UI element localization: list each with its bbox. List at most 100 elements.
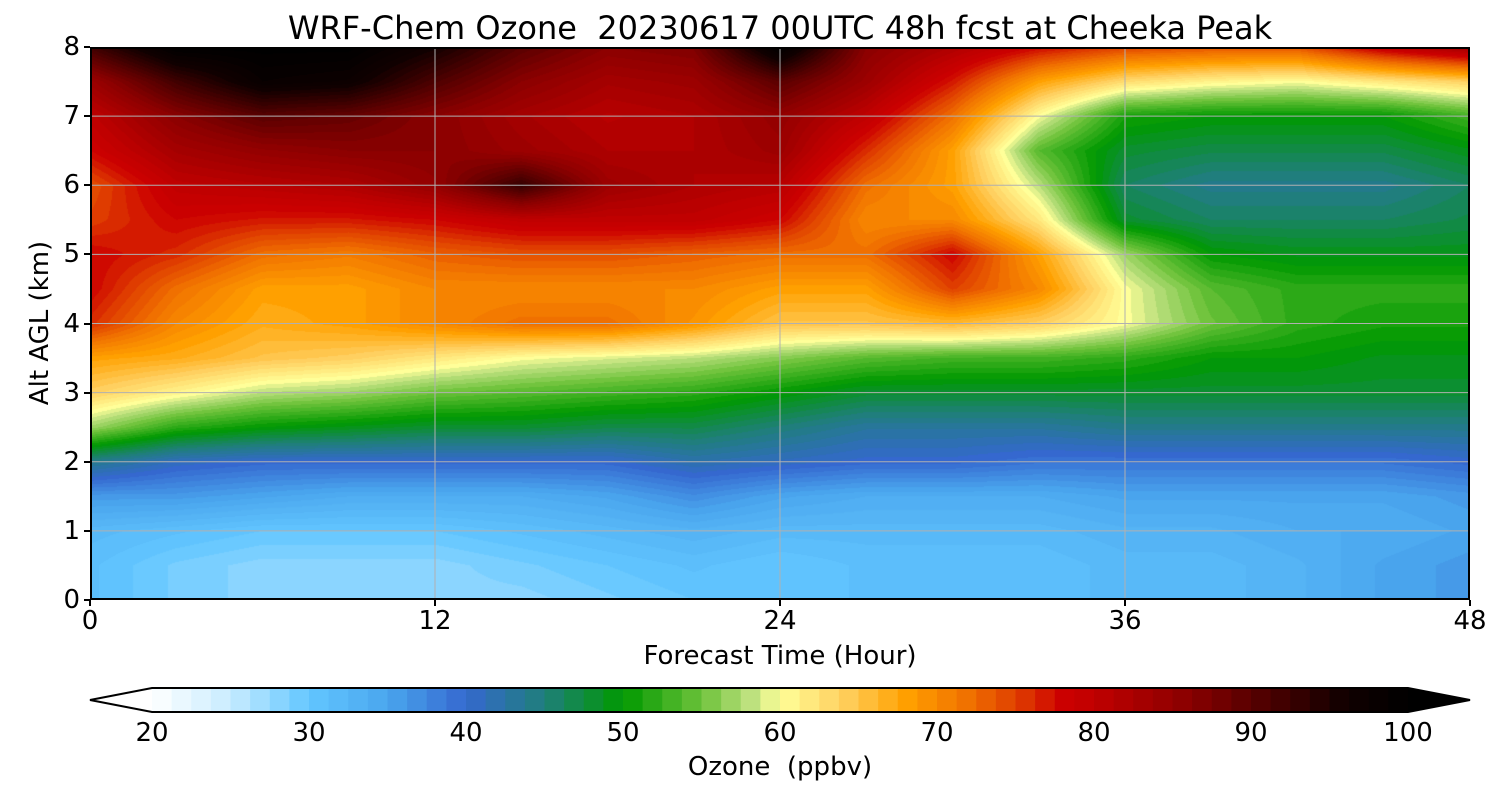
colorbar-segment bbox=[1035, 688, 1056, 712]
colorbar-segment bbox=[230, 688, 251, 712]
y-tick-mark bbox=[84, 599, 90, 601]
colorbar-segment bbox=[623, 688, 644, 712]
colorbar-segment bbox=[583, 688, 604, 712]
colorbar-segment bbox=[1309, 688, 1331, 712]
colorbar-segment bbox=[1368, 688, 1389, 712]
x-tick-label: 12 bbox=[418, 606, 452, 636]
colorbar-segment bbox=[1270, 688, 1291, 712]
y-tick-mark bbox=[84, 46, 90, 48]
colorbar-segment bbox=[603, 688, 624, 712]
colorbar-tick-label: 30 bbox=[292, 718, 326, 748]
colorbar-segment bbox=[1192, 688, 1213, 712]
colorbar-high-extend bbox=[1408, 688, 1470, 712]
colorbar-segment bbox=[721, 688, 742, 712]
colorbar-tick-label: 90 bbox=[1234, 718, 1268, 748]
colorbar-segment bbox=[250, 688, 271, 712]
colorbar-segment bbox=[1074, 688, 1095, 712]
x-tick-label: 48 bbox=[1453, 606, 1487, 636]
chart-title: WRF-Chem Ozone 20230617 00UTC 48h fcst a… bbox=[287, 9, 1273, 47]
colorbar-segment bbox=[524, 688, 546, 712]
y-tick-mark bbox=[84, 115, 90, 118]
colorbar-segment bbox=[937, 688, 958, 712]
x-tick-mark bbox=[1469, 600, 1471, 606]
colorbar-segment bbox=[1015, 688, 1036, 712]
colorbar-segment bbox=[446, 688, 467, 712]
colorbar-outline bbox=[89, 687, 1471, 713]
colorbar-segment bbox=[956, 688, 977, 712]
y-tick-label: 4 bbox=[63, 308, 80, 339]
colorbar-segment bbox=[1152, 688, 1174, 712]
x-tick-label: 0 bbox=[81, 606, 99, 636]
grid-lines bbox=[90, 47, 1470, 600]
colorbar-low-extend bbox=[90, 688, 152, 712]
colorbar-segment bbox=[1349, 688, 1370, 712]
y-tick-label: 2 bbox=[63, 446, 80, 477]
colorbar-segment bbox=[466, 688, 487, 712]
colorbar-segment bbox=[210, 688, 232, 712]
colorbar-tick-label: 80 bbox=[1077, 718, 1111, 748]
colorbar-tick-label: 60 bbox=[763, 718, 797, 748]
colorbar-tick-label: 70 bbox=[920, 718, 954, 748]
colorbar-segment bbox=[544, 688, 565, 712]
y-axis-label: Alt AGL (km) bbox=[25, 240, 55, 406]
x-axis-label: Forecast Time (Hour) bbox=[643, 641, 917, 671]
colorbar bbox=[89, 687, 1471, 713]
y-tick-mark bbox=[84, 391, 90, 394]
colorbar-segment bbox=[367, 688, 389, 712]
colorbar-label: Ozone (ppbv) bbox=[687, 752, 873, 782]
y-tick-mark bbox=[84, 253, 90, 256]
colorbar-segment bbox=[819, 688, 840, 712]
colorbar-segment bbox=[1113, 688, 1134, 712]
colorbar-segment bbox=[505, 688, 526, 712]
colorbar-segment bbox=[1329, 688, 1350, 712]
colorbar-segment bbox=[1251, 688, 1272, 712]
x-tick-mark bbox=[779, 600, 781, 606]
y-tick-mark bbox=[84, 184, 90, 187]
colorbar-segment bbox=[1231, 688, 1252, 712]
colorbar-segment bbox=[309, 688, 330, 712]
colorbar-segment bbox=[740, 688, 761, 712]
colorbar-segment bbox=[1133, 688, 1154, 712]
colorbar-segment bbox=[485, 688, 506, 712]
colorbar-segment bbox=[701, 688, 722, 712]
y-tick-mark bbox=[84, 460, 90, 463]
y-tick-label: 7 bbox=[63, 101, 80, 132]
colorbar-segment bbox=[407, 688, 428, 712]
colorbar-segment bbox=[1094, 688, 1115, 712]
colorbar-tick-label: 100 bbox=[1383, 718, 1433, 748]
colorbar-segment bbox=[995, 688, 1017, 712]
colorbar-segment bbox=[426, 688, 447, 712]
colorbar-segment bbox=[1290, 688, 1311, 712]
colorbar-segment bbox=[662, 688, 683, 712]
colorbar-segment bbox=[799, 688, 820, 712]
colorbar-segment bbox=[760, 688, 781, 712]
x-tick-label: 24 bbox=[763, 606, 797, 636]
colorbar-segment bbox=[564, 688, 585, 712]
colorbar-segment bbox=[289, 688, 310, 712]
colorbar-segment bbox=[976, 688, 997, 712]
y-tick-label: 8 bbox=[63, 32, 80, 62]
x-tick-mark bbox=[89, 600, 91, 606]
y-tick-label: 5 bbox=[63, 239, 80, 270]
colorbar-segment bbox=[878, 688, 899, 712]
colorbar-segment bbox=[152, 688, 173, 712]
y-tick-label: 1 bbox=[63, 515, 80, 546]
colorbar-segment bbox=[171, 688, 192, 712]
x-tick-label: 36 bbox=[1108, 606, 1142, 636]
colorbar-segment bbox=[191, 688, 212, 712]
x-tick-mark bbox=[1124, 600, 1126, 606]
colorbar-segment bbox=[328, 688, 349, 712]
colorbar-segment bbox=[642, 688, 663, 712]
colorbar-segment bbox=[1172, 688, 1193, 712]
y-tick-mark bbox=[84, 529, 90, 532]
colorbar-segment bbox=[838, 688, 860, 712]
colorbar-segment bbox=[858, 688, 879, 712]
colorbar-tick-label: 40 bbox=[449, 718, 483, 748]
y-tick-label: 3 bbox=[63, 377, 80, 408]
colorbar-segment bbox=[780, 688, 801, 712]
colorbar-segment bbox=[681, 688, 703, 712]
plot-area bbox=[90, 47, 1470, 600]
colorbar-segment bbox=[387, 688, 408, 712]
colorbar-segment bbox=[1054, 688, 1075, 712]
colorbar-segment bbox=[269, 688, 290, 712]
